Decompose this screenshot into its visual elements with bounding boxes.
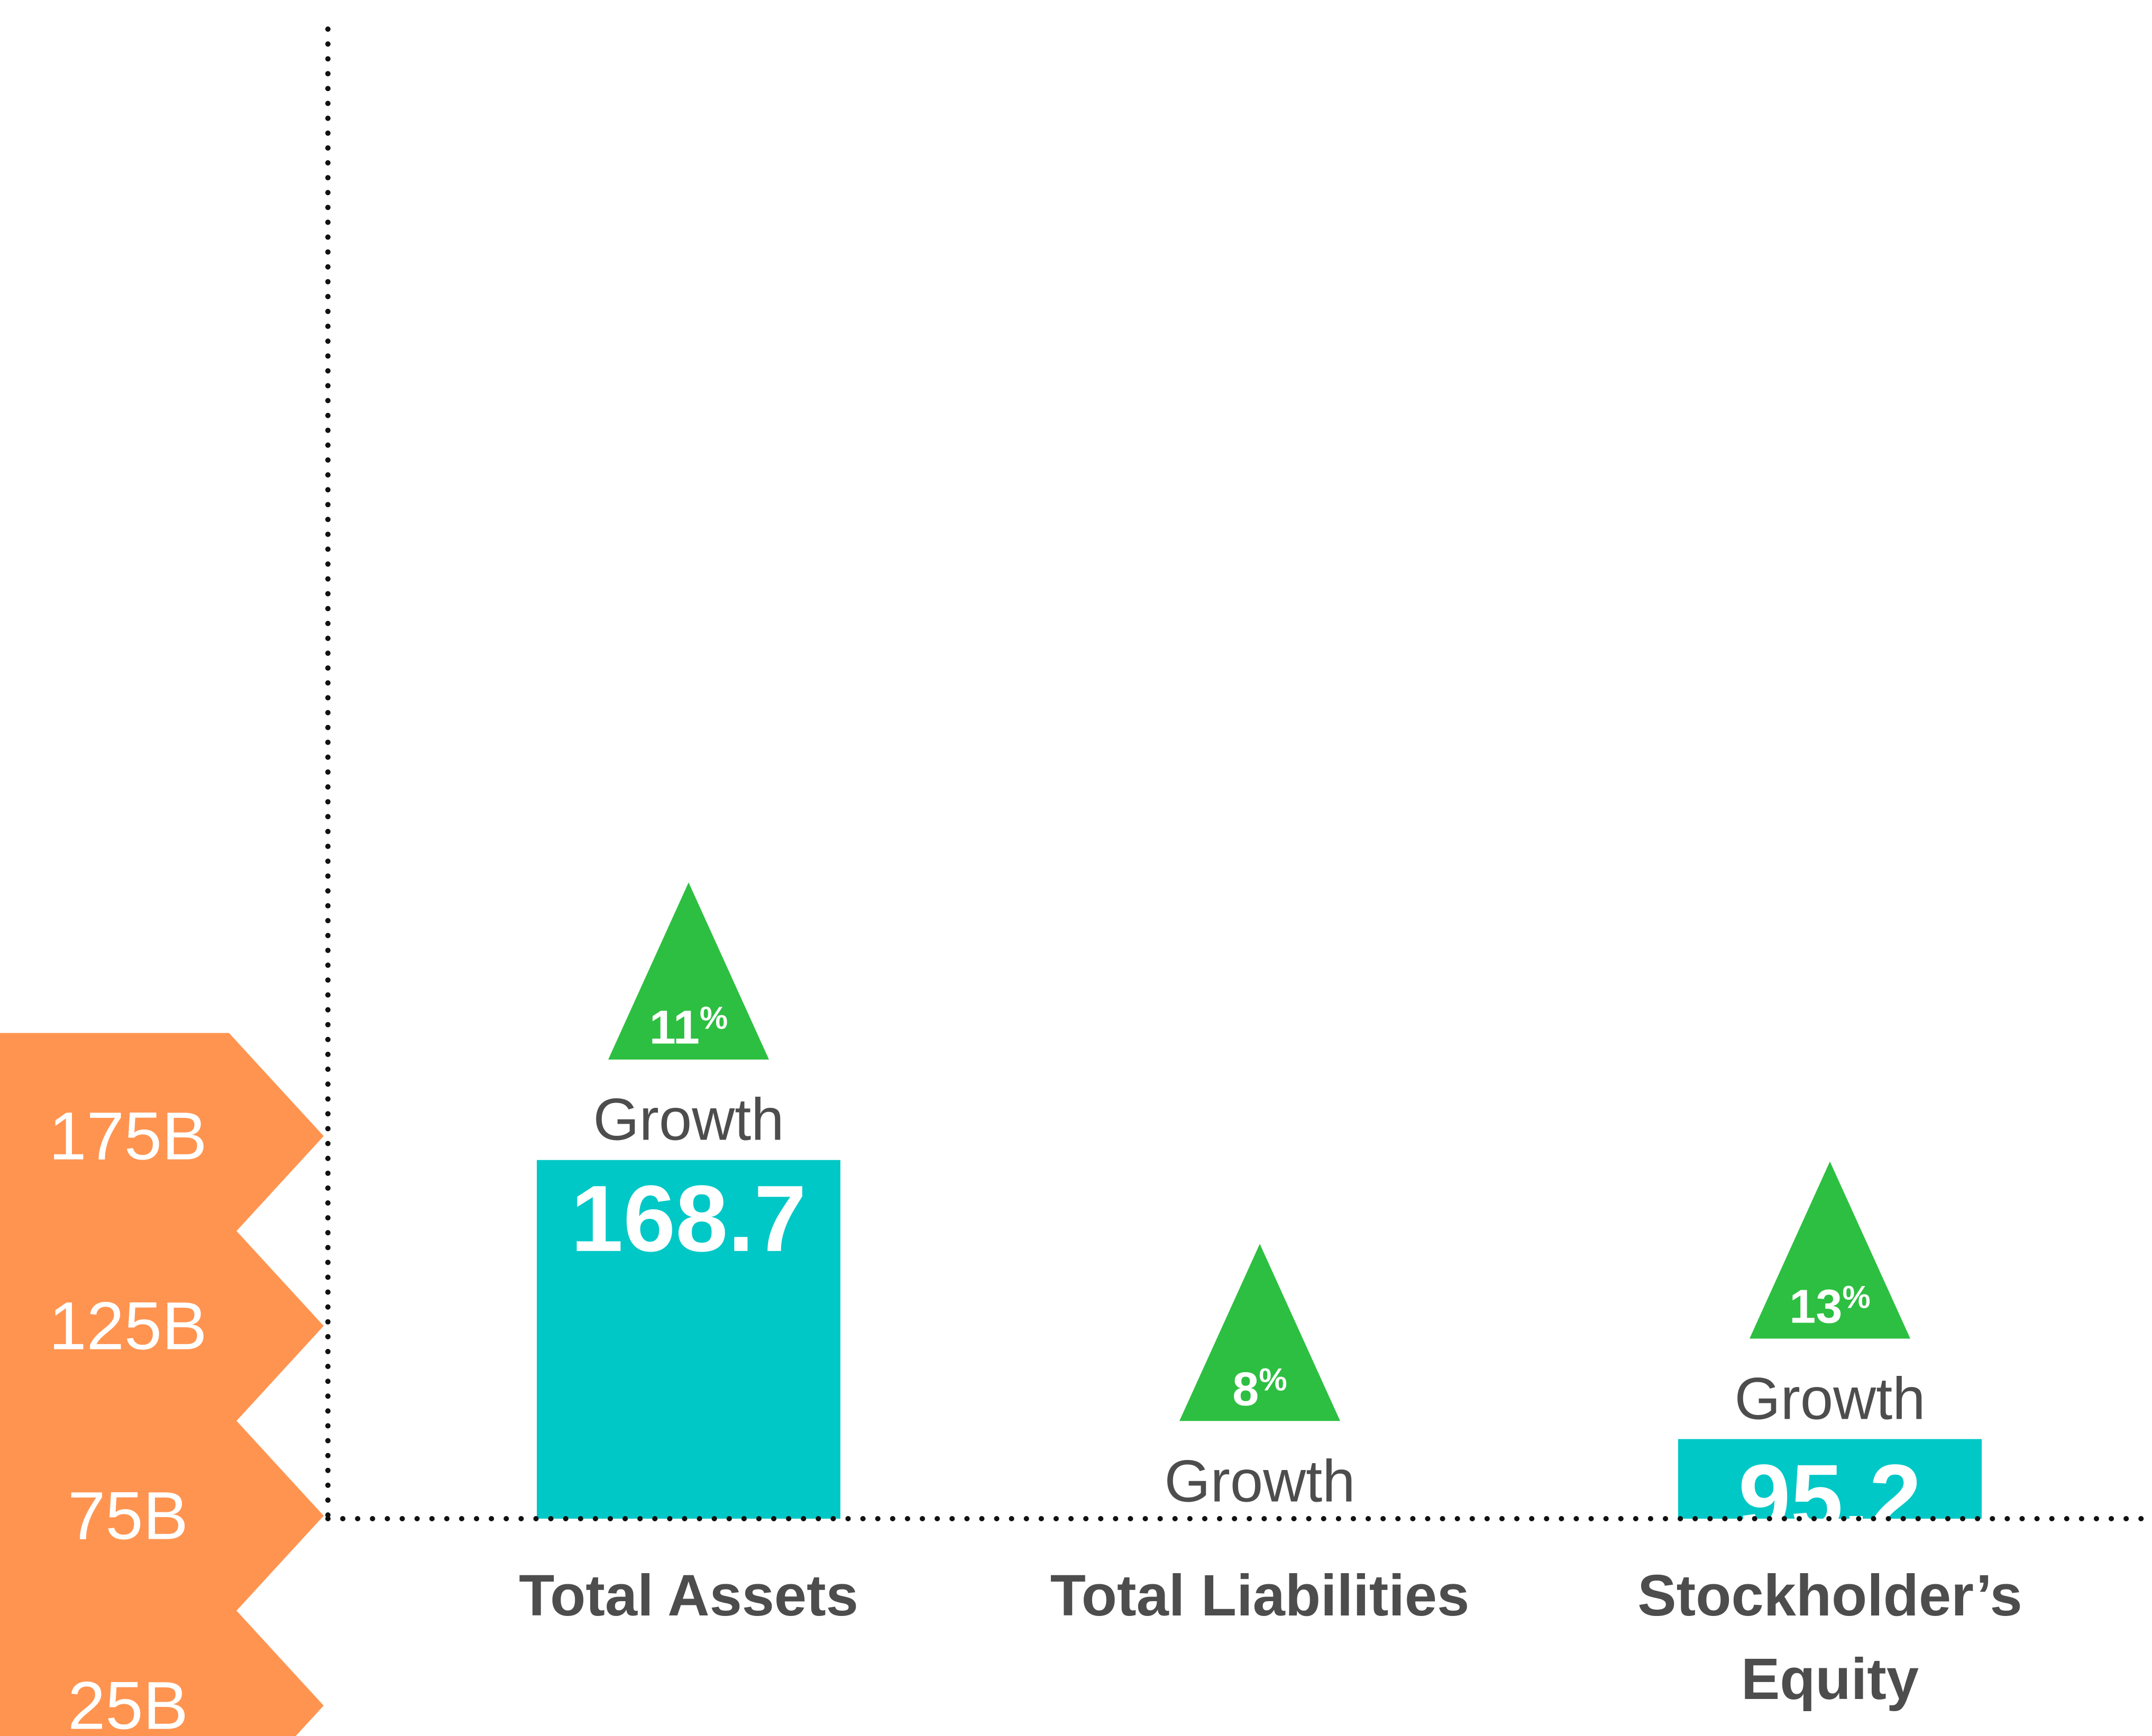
growth-percent-unit: % bbox=[1259, 1362, 1287, 1397]
category-label-line: Total Assets bbox=[519, 1563, 858, 1628]
bar-group: 168.7 Growth 11% bbox=[537, 882, 840, 1519]
y-tick-tag bbox=[0, 1223, 324, 1429]
growth-label: Growth bbox=[593, 1087, 784, 1153]
y-tick: 75B bbox=[0, 1412, 324, 1619]
y-tick: 175B bbox=[0, 1033, 324, 1239]
y-tick-tag bbox=[0, 1412, 324, 1619]
category-label: Stockholder’s Equity bbox=[1637, 1563, 2022, 1712]
growth-label: Growth bbox=[1735, 1365, 1926, 1431]
growth-percent: 11% bbox=[649, 1000, 728, 1054]
bar-value-label: 168.7 bbox=[571, 1166, 806, 1271]
y-tick-label: 125B bbox=[49, 1289, 207, 1364]
y-tick-tag bbox=[0, 1602, 324, 1736]
category-label-line: Equity bbox=[1741, 1647, 1919, 1712]
growth-up-triangle-icon bbox=[608, 882, 769, 1060]
category-label: Total Assets bbox=[519, 1563, 858, 1628]
category-label: Total Liabilities bbox=[1050, 1563, 1470, 1628]
category-labels: Total Assets Total Liabilities Stockholder… bbox=[519, 1563, 2022, 1712]
y-tick-label: 75B bbox=[68, 1478, 188, 1554]
category-label-line: Stockholder’s bbox=[1637, 1563, 2022, 1628]
growth-label: Growth bbox=[1165, 1448, 1356, 1514]
bar-group: 73.5 Growth 8% bbox=[1165, 1244, 1356, 1632]
growth-up-triangle-icon bbox=[1179, 1244, 1340, 1421]
bar bbox=[1678, 1439, 1982, 1519]
growth-percent: 8% bbox=[1232, 1362, 1287, 1416]
growth-up-triangle-icon bbox=[1750, 1161, 1910, 1339]
y-axis-ticks: 175B 125B 75B 25B bbox=[0, 1033, 324, 1736]
axes bbox=[325, 26, 2150, 1521]
growth-percent-value: 13 bbox=[1789, 1280, 1842, 1333]
bar bbox=[537, 1160, 840, 1519]
growth-percent-value: 8 bbox=[1232, 1363, 1259, 1416]
growth-percent-value: 11 bbox=[649, 1002, 700, 1054]
y-tick: 25B bbox=[0, 1602, 324, 1736]
growth-percent-unit: % bbox=[700, 1000, 728, 1036]
bar-value-label: 95.2 bbox=[1738, 1445, 1921, 1550]
bar-group: 95.2 Growth 13% bbox=[1678, 1161, 1982, 1550]
y-tick: 125B bbox=[0, 1223, 324, 1429]
growth-percent-unit: % bbox=[1842, 1279, 1870, 1315]
bar-value-label: 73.5 bbox=[1168, 1527, 1351, 1632]
y-tick-label: 25B bbox=[68, 1668, 188, 1736]
y-tick-tag bbox=[0, 1033, 324, 1239]
category-label-line: Total Liabilities bbox=[1050, 1563, 1470, 1628]
y-tick-label: 175B bbox=[49, 1099, 207, 1174]
bars: 168.7 Growth 11% 73.5 Growth 8% 95.2 Growth 13% bbox=[537, 882, 1982, 1632]
growth-percent: 13% bbox=[1789, 1279, 1870, 1333]
